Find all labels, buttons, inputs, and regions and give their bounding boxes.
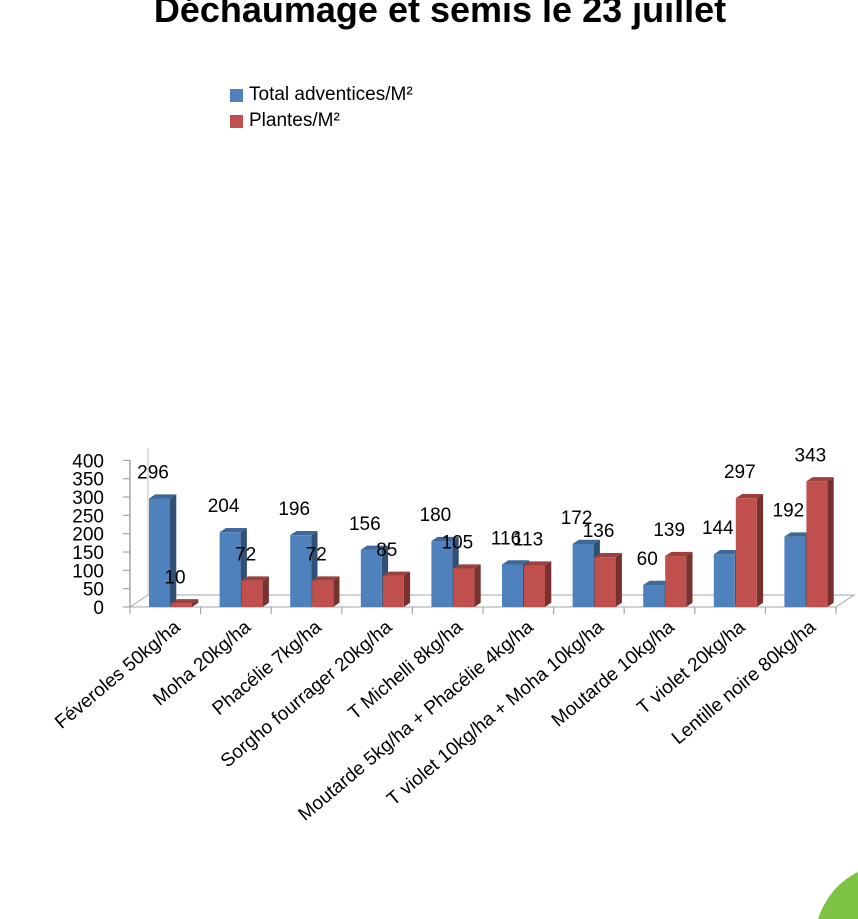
data-label: 116 — [491, 528, 521, 549]
bar-total-adventices — [784, 536, 806, 607]
data-label: 72 — [306, 545, 327, 566]
bar-plantes — [312, 580, 334, 607]
data-label: 192 — [773, 501, 805, 522]
bar-plantes-side — [192, 599, 199, 607]
bar-plantes — [665, 556, 687, 607]
data-label: 204 — [208, 496, 240, 517]
data-label: 72 — [235, 545, 256, 566]
x-category-label: Féveroles 50kg/ha — [51, 616, 185, 733]
legend-item-total-adventices: Total adventices/M² — [230, 82, 430, 108]
y-tick-label: 250 — [72, 506, 104, 527]
data-label: 196 — [278, 499, 310, 520]
bar-plantes — [453, 568, 475, 607]
bar-plantes-top — [312, 576, 340, 581]
bar-plantes-top — [806, 477, 834, 482]
chart-title: Déchaumage et semis le 23 juillet — [153, 0, 727, 30]
bar-total-adventices-top — [149, 494, 177, 499]
data-label: 144 — [702, 518, 734, 539]
legend: Total adventices/M² Plantes/M² — [230, 82, 430, 134]
data-label: 136 — [583, 521, 615, 542]
legend-swatch-red — [230, 115, 243, 128]
data-label: 296 — [137, 463, 169, 484]
data-label: 105 — [442, 533, 474, 554]
bar-plantes — [524, 565, 545, 607]
data-label: 172 — [561, 508, 593, 529]
bar-total-adventices-top — [713, 550, 742, 555]
leaf-logo-icon — [818, 872, 858, 919]
x-category-label: Moutarde 10kg/ha — [548, 616, 679, 731]
bar-plantes-top — [735, 493, 764, 499]
bar-plantes-top — [241, 576, 269, 581]
bar-total-adventices — [149, 498, 170, 607]
bar-plantes — [382, 575, 404, 607]
data-label: 10 — [164, 567, 185, 588]
bar-plantes — [806, 481, 828, 607]
bar-plantes-side — [615, 552, 622, 607]
bar-plantes — [594, 557, 616, 607]
data-label: 60 — [637, 549, 658, 570]
y-tick-label: 150 — [72, 543, 104, 564]
bar-total-adventices-top — [572, 539, 600, 544]
y-tick-label: 350 — [72, 470, 104, 491]
bar-total-adventices-top — [643, 580, 671, 586]
data-label: 113 — [513, 530, 543, 551]
y-tick-label: 300 — [72, 488, 104, 509]
bar-plantes-side — [333, 576, 340, 607]
legend-item-plantes: Plantes/M² — [230, 108, 430, 134]
data-label: 156 — [349, 514, 381, 535]
bar-plantes-side — [827, 477, 834, 607]
bar-plantes-top — [524, 561, 552, 566]
data-label: 180 — [420, 505, 452, 526]
bar-plantes-top — [453, 564, 481, 569]
bar-plantes-top — [171, 599, 199, 604]
bar-total-adventices — [713, 554, 735, 607]
y-tick-label: 0 — [93, 598, 104, 619]
bar-total-adventices — [290, 535, 312, 607]
bar-plantes — [735, 498, 757, 607]
bar-plantes-side — [545, 561, 552, 607]
bar-total-adventices — [502, 564, 523, 607]
legend-swatch-blue — [230, 89, 243, 102]
bar-plantes-side — [686, 551, 693, 607]
bar-plantes-side — [756, 493, 764, 607]
y-tick-label: 200 — [72, 525, 104, 546]
bar-total-adventices — [219, 532, 241, 607]
bar-plantes-side — [474, 564, 481, 607]
bar-plantes-top — [382, 571, 411, 576]
bar-plantes-top — [665, 551, 693, 557]
data-label: 85 — [376, 540, 397, 561]
data-label: 139 — [653, 520, 685, 541]
bar-plantes-top — [594, 552, 622, 558]
bar-plantes — [241, 580, 263, 607]
bar-total-adventices-side — [170, 494, 177, 607]
data-label: 297 — [724, 462, 756, 483]
bar-plantes-side — [403, 571, 411, 607]
bar-total-adventices-top — [360, 545, 389, 550]
bar-total-adventices-top — [784, 532, 812, 537]
bar-total-adventices — [643, 585, 665, 607]
bar-total-adventices-top — [431, 536, 459, 542]
legend-label: Plantes/M² — [249, 110, 340, 131]
legend-label: Total adventices/M² — [249, 84, 413, 105]
bar-total-adventices-top — [219, 528, 247, 533]
y-tick-label: 50 — [83, 580, 104, 601]
bar-total-adventices — [431, 541, 453, 607]
bar-plantes — [171, 603, 192, 607]
bar-total-adventices — [572, 543, 594, 607]
y-tick-label: 400 — [72, 451, 104, 472]
bar-total-adventices-top — [290, 530, 318, 536]
bar-total-adventices — [360, 549, 382, 607]
y-tick-label: 100 — [72, 561, 104, 582]
data-label: 343 — [795, 445, 827, 466]
bar-total-adventices-top — [502, 560, 530, 565]
bar-plantes-side — [262, 576, 269, 607]
